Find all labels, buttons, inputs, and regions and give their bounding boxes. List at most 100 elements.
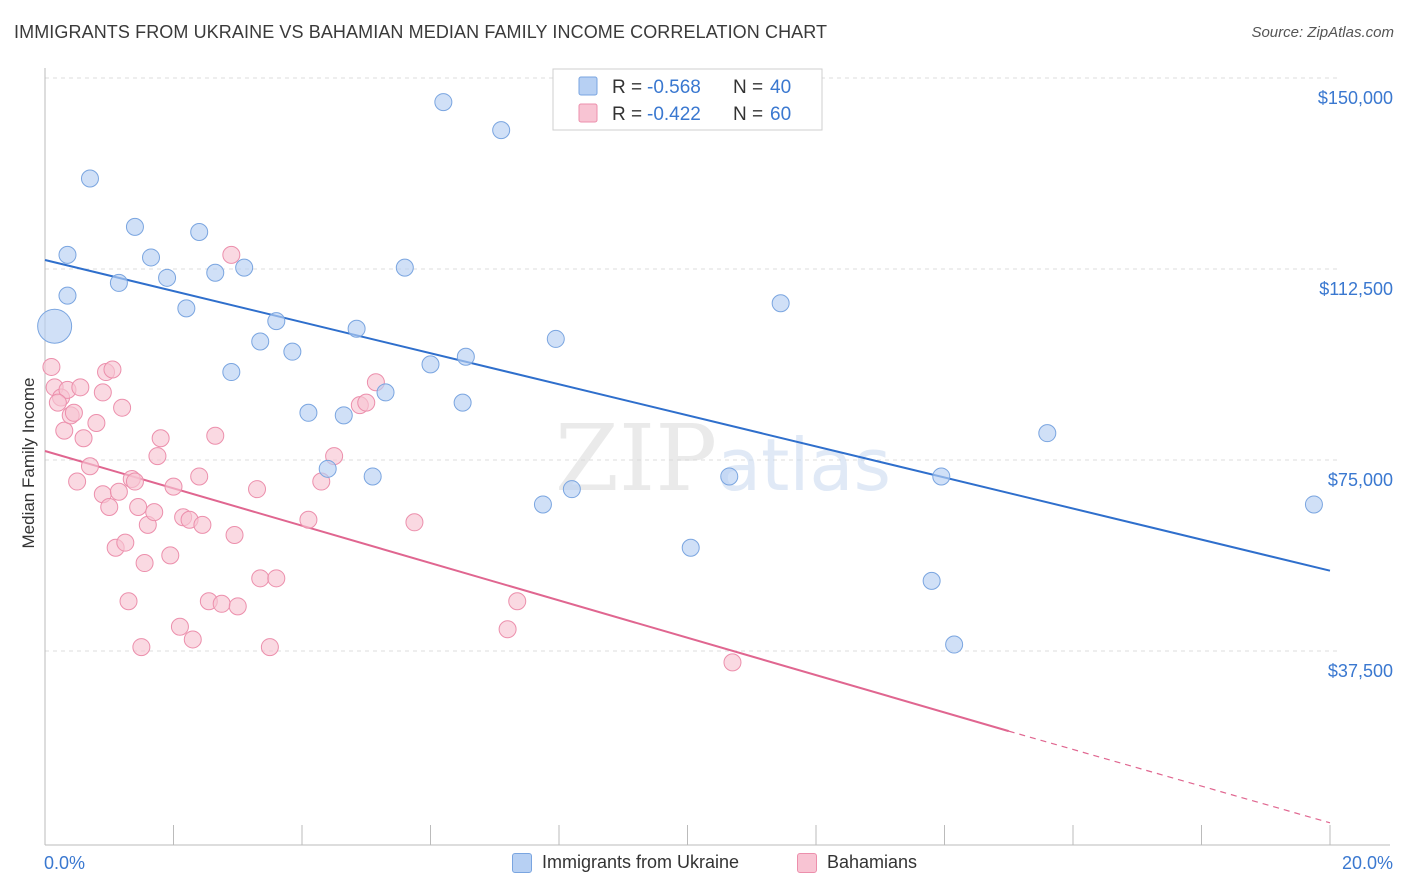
points-layer (37, 93, 1323, 672)
grid-layer (45, 77, 1340, 652)
point-bahamians-47 (260, 638, 279, 657)
point-bahamians-18 (109, 482, 128, 501)
y-tick-label-3: $150,000 (1318, 88, 1393, 108)
point-bahamians-31 (161, 546, 180, 565)
point-bahamians-5 (55, 421, 74, 440)
point-ukraine-28 (533, 495, 552, 514)
point-ukraine-9 (190, 222, 209, 241)
point-bahamians-57 (508, 592, 527, 611)
point-bahamians-21 (119, 592, 138, 611)
point-bahamians-25 (132, 638, 151, 657)
point-bahamians-4 (48, 393, 67, 412)
point-bahamians-10 (80, 457, 99, 476)
point-bahamians-37 (190, 467, 209, 486)
point-ukraine-6 (142, 248, 161, 267)
point-bahamians-41 (212, 594, 231, 613)
legend-n-value-bahamians: 60 (770, 104, 791, 125)
point-ukraine-5 (125, 217, 144, 236)
legend-top-frame (552, 68, 823, 131)
point-ukraine-18 (334, 406, 353, 425)
trend-line-bahamians (44, 450, 1010, 733)
point-ukraine-27 (492, 121, 511, 140)
point-bahamians-44 (228, 597, 247, 616)
point-ukraine-10 (206, 263, 225, 282)
point-bahamians-32 (164, 477, 183, 496)
legend-n-label-bahamians: N = (733, 104, 768, 125)
point-bahamians-38 (193, 515, 212, 534)
point-ukraine-36 (945, 635, 964, 654)
legend-r-value-bahamians: -0.422 (647, 104, 701, 125)
x-tick-label-1: 20.0% (1342, 853, 1393, 873)
point-bahamians-13 (93, 383, 112, 402)
legend-n-value-ukraine: 40 (770, 77, 791, 98)
point-bahamians-11 (87, 413, 106, 432)
trend-layer (44, 259, 1331, 824)
point-bahamians-29 (148, 447, 167, 466)
point-bahamians-45 (248, 480, 267, 499)
point-ukraine-2 (80, 169, 99, 188)
point-bahamians-48 (267, 569, 286, 588)
point-ukraine-12 (235, 258, 254, 277)
point-ukraine-29 (546, 329, 565, 348)
legend-swatch-bahamians (578, 103, 598, 123)
legend-bottom-label-bahamians: Bahamians (827, 852, 918, 872)
point-ukraine-26 (456, 347, 475, 366)
point-bahamians-19 (113, 398, 132, 417)
point-ukraine-1 (58, 245, 77, 264)
point-ukraine-21 (376, 383, 395, 402)
point-ukraine-20 (363, 467, 382, 486)
legend-bottom-swatch-bahamians (797, 852, 817, 873)
y-axis-title-group: Median Family Income (19, 377, 38, 548)
legend-r-label-ukraine: R = (612, 77, 647, 98)
point-bahamians-24 (129, 498, 148, 517)
watermark: ZIP atlas (555, 405, 891, 512)
point-ukraine-33 (771, 294, 790, 313)
point-ukraine-15 (283, 342, 302, 361)
legend-swatch-ukraine (578, 76, 598, 96)
point-bahamians-28 (145, 503, 164, 522)
point-ukraine-7 (158, 268, 177, 287)
point-bahamians-56 (498, 620, 517, 639)
watermark-atlas: atlas (717, 423, 891, 507)
point-ukraine-4 (109, 273, 128, 292)
legend-item-bahamians[interactable]: Bahamians (797, 852, 917, 873)
point-bahamians-33 (170, 617, 189, 636)
point-bahamians-9 (74, 429, 93, 448)
chart-title: IMMIGRANTS FROM UKRAINE VS BAHAMIAN MEDI… (14, 22, 828, 42)
point-bahamians-43 (225, 526, 244, 545)
point-ukraine-37 (1038, 424, 1057, 443)
point-ukraine-22 (395, 258, 414, 277)
point-ukraine-31 (681, 538, 700, 557)
y-tick-label-0: $37,500 (1328, 661, 1393, 681)
axis-layer: $37,500 $75,000 $112,500 $150,000 0.0% 20.0% (44, 68, 1393, 873)
trend-line-bahamians-extension (1008, 730, 1331, 824)
point-ukraine-11 (222, 363, 241, 382)
point-ukraine-8 (177, 299, 196, 318)
point-ukraine-34 (922, 571, 941, 590)
legend-r-value-ukraine: -0.568 (647, 77, 701, 98)
point-ukraine-17 (318, 459, 337, 478)
point-ukraine-32 (720, 467, 739, 486)
y-axis-title: Median Family Income (19, 377, 38, 548)
point-ukraine-23 (421, 355, 440, 374)
point-ukraine-35 (932, 467, 951, 486)
point-ukraine-38 (1304, 495, 1323, 514)
point-bahamians-42 (222, 245, 241, 264)
y-tick-label-1: $75,000 (1328, 470, 1393, 490)
legend-n-label-ukraine: N = (733, 77, 768, 98)
point-bahamians-59 (71, 378, 90, 397)
trend-line-ukraine (44, 259, 1331, 572)
point-ukraine-0 (37, 308, 73, 344)
point-bahamians-7 (64, 403, 83, 422)
legend-bottom: Immigrants from Ukraine Bahamians (0, 852, 1406, 878)
point-ukraine-16 (299, 403, 318, 422)
legend-bottom-swatch-ukraine (512, 852, 532, 873)
point-ukraine-24 (434, 93, 453, 112)
legend-item-ukraine[interactable]: Immigrants from Ukraine (512, 852, 739, 873)
point-ukraine-3 (58, 286, 77, 305)
point-bahamians-49 (299, 510, 318, 529)
legend-top: R = -0.568 N = 40 R = -0.422 N = 60 (552, 68, 823, 131)
legend-r-label-bahamians: R = (612, 104, 647, 125)
x-tick-label-0: 0.0% (44, 853, 85, 873)
y-tick-label-2: $112,500 (1319, 279, 1393, 299)
